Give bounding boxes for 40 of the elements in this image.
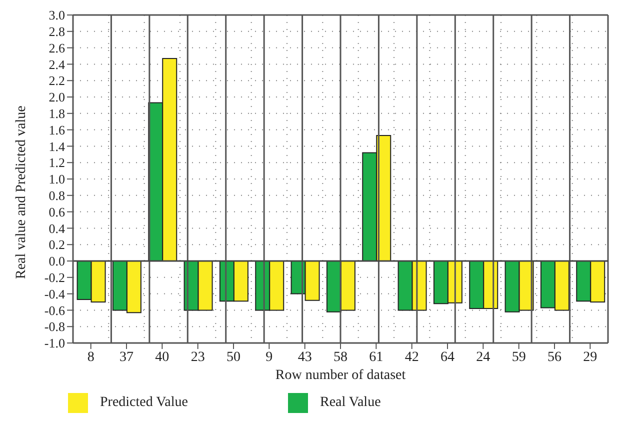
y-tick-label: -0.8	[44, 319, 65, 334]
x-tick-label: 24	[476, 350, 490, 365]
y-tick-label: 2.2	[48, 73, 65, 88]
legend-label: Predicted Value	[100, 395, 188, 410]
y-tick-label: 1.8	[48, 106, 65, 122]
x-tick-label: 56	[548, 350, 562, 365]
y-tick-label: 1.0	[48, 172, 65, 187]
y-tick-label: 0.8	[48, 188, 65, 204]
x-tick-label: 43	[298, 350, 312, 365]
y-tick-label: 0.2	[48, 237, 65, 252]
x-tick-label: 23	[190, 350, 205, 365]
x-tick-label: 37	[120, 350, 134, 365]
y-tick-label: 1.6	[48, 122, 66, 138]
x-axis-title: Row number of dataset	[275, 368, 406, 383]
x-tick-label: 29	[583, 350, 598, 365]
y-tick-label: 2.6	[48, 40, 66, 56]
x-tick-label: 42	[404, 350, 419, 365]
x-tick-label: 61	[369, 350, 384, 365]
x-tick-label: 50	[226, 350, 240, 365]
y-tick-label: 2.0	[48, 90, 65, 105]
y-tick-label: 2.8	[48, 24, 65, 40]
y-tick-label: 1.2	[48, 155, 65, 170]
x-tick-label: 58	[334, 350, 348, 365]
y-tick-label: 0.4	[48, 220, 66, 236]
x-tick-label: 64	[440, 350, 454, 365]
y-tick-label: -0.4	[44, 286, 66, 302]
x-tick-label: 9	[266, 350, 273, 365]
y-tick-label: 3.0	[48, 8, 65, 23]
y-tick-label: 1.4	[48, 138, 66, 154]
y-tick-label: -1.0	[44, 336, 65, 351]
y-tick-label: -0.2	[44, 270, 65, 286]
x-tick-label: 59	[512, 350, 526, 365]
x-tick-label: 40	[155, 350, 170, 365]
y-tick-label: 0.0	[48, 254, 65, 269]
x-tick-label: 8	[87, 350, 94, 365]
y-tick-label: 2.4	[48, 56, 66, 72]
legend-label: Real Value	[320, 395, 381, 410]
y-axis-title: Real value and Predicted value	[14, 106, 29, 279]
y-tick-label: 0.6	[48, 204, 66, 220]
y-tick-label: -0.6	[44, 302, 66, 318]
